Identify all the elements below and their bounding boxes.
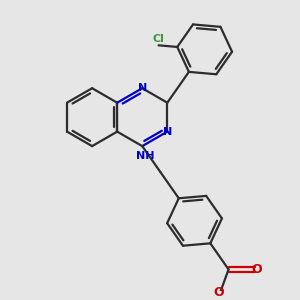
Text: O: O xyxy=(213,286,224,299)
Text: N: N xyxy=(163,127,172,136)
Text: N: N xyxy=(138,83,147,93)
Text: Cl: Cl xyxy=(153,34,164,44)
Text: NH: NH xyxy=(136,151,155,161)
Text: O: O xyxy=(252,263,262,276)
